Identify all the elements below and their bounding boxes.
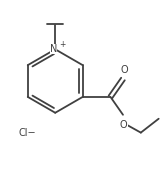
Text: Cl−: Cl− (19, 128, 36, 138)
Text: O: O (119, 120, 127, 130)
Text: N: N (50, 44, 57, 54)
Text: O: O (120, 65, 128, 75)
Text: +: + (59, 40, 65, 49)
